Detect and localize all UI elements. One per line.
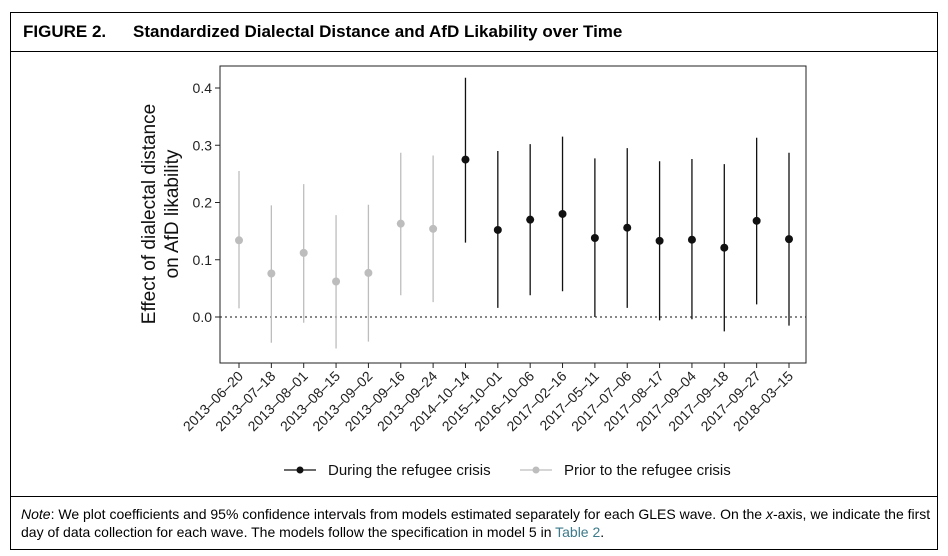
coefficient-point-2013-09-02 bbox=[364, 268, 373, 277]
coefficient-point-2013-09-24 bbox=[429, 224, 438, 233]
y-axis-title-line-2: on AfD likability bbox=[162, 149, 183, 278]
legend-label-0: During the refugee crisis bbox=[328, 462, 491, 479]
coefficient-point-2013-06-20 bbox=[235, 236, 243, 245]
y-tick-label: 0.4 bbox=[193, 80, 213, 96]
y-tick-label: 0.0 bbox=[193, 309, 213, 325]
table-link[interactable]: Table 2 bbox=[555, 524, 601, 540]
coefficient-point-2017-02-16 bbox=[558, 209, 567, 218]
y-axis-title-line-1: Effect of dialectal distance bbox=[139, 104, 160, 324]
coefficient-point-2014-10-14 bbox=[461, 155, 470, 164]
coefficient-point-2013-07-18 bbox=[267, 269, 276, 278]
coefficient-point-2016-10-06 bbox=[526, 215, 535, 224]
coefficient-point-2017-08-17 bbox=[655, 236, 664, 245]
note-text-3: . bbox=[600, 524, 605, 540]
coefficient-point-2018-03-15 bbox=[785, 235, 793, 244]
note-x-axis: x bbox=[766, 506, 773, 522]
coefficient-point-2015-10-01 bbox=[493, 225, 502, 234]
coefficient-point-2017-09-04 bbox=[687, 235, 696, 244]
y-tick-label: 0.2 bbox=[193, 195, 213, 211]
y-tick-label: 0.1 bbox=[193, 252, 213, 268]
y-tick-label: 0.3 bbox=[193, 137, 213, 153]
note-prefix: Note bbox=[21, 506, 51, 522]
plot-area bbox=[219, 65, 807, 364]
legend-label-1: Prior to the refugee crisis bbox=[564, 462, 731, 479]
coefficient-point-2017-09-18 bbox=[720, 243, 729, 252]
legend-marker-0 bbox=[296, 466, 304, 474]
coefficient-point-2013-08-15 bbox=[332, 277, 341, 286]
note-text-1: : We plot coefficients and 95% confidenc… bbox=[50, 506, 766, 522]
legend-marker-1 bbox=[532, 466, 540, 474]
coefficient-point-2017-09-27 bbox=[752, 216, 761, 225]
figure-title: Standardized Dialectal Distance and AfD … bbox=[133, 22, 623, 41]
figure-frame bbox=[10, 12, 938, 550]
note-text-2: -axis, we indicate the first day of data… bbox=[21, 506, 931, 540]
coefficient-point-2013-09-16 bbox=[396, 219, 405, 228]
figure-note: Note: We plot coefficients and 95% confi… bbox=[11, 496, 937, 546]
coefficient-point-2013-08-01 bbox=[299, 248, 308, 257]
figure-header: FIGURE 2. Standardized Dialectal Distanc… bbox=[11, 16, 937, 52]
coefficient-point-2017-07-06 bbox=[623, 223, 632, 232]
figure-label: FIGURE 2. bbox=[23, 22, 107, 41]
coefficient-point-2017-05-11 bbox=[590, 233, 599, 242]
